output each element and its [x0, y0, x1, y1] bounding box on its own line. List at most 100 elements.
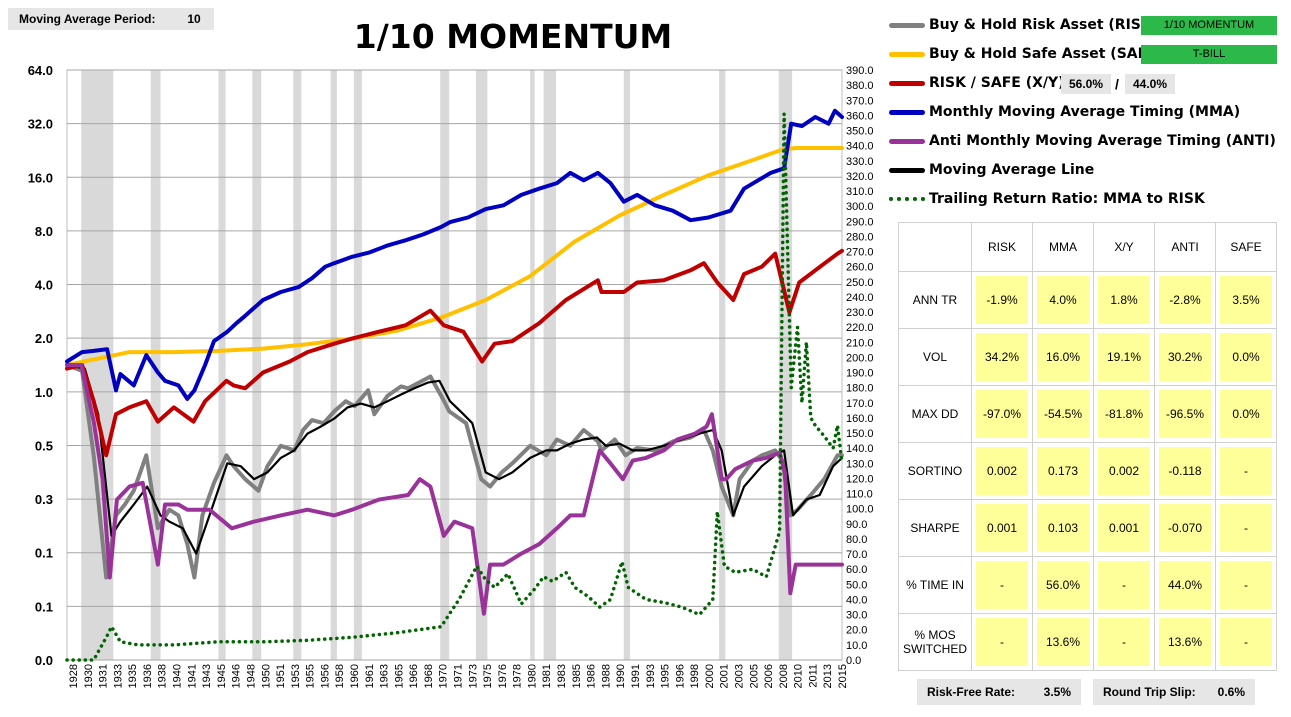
year-tick-label: 2015 [837, 664, 849, 688]
right-tick-label: 370.0 [846, 95, 874, 107]
moving-average-value[interactable]: 10 [187, 12, 201, 26]
ratio-swatch [889, 197, 925, 201]
stats-cell: 0.002 [976, 447, 1028, 495]
series-line-risk_bh [65, 363, 844, 580]
year-tick-label: 2006 [763, 664, 775, 688]
stats-cell: 0.001 [1098, 504, 1150, 552]
safe-pct-value[interactable]: 44.0% [1125, 74, 1175, 94]
mma-swatch [889, 109, 925, 115]
risk-pct-value[interactable]: 56.0% [1061, 74, 1111, 94]
year-tick-label: 1946 [231, 664, 243, 688]
safe-swatch [889, 51, 925, 57]
year-tick-label: 1941 [186, 664, 198, 688]
stats-row-label: ANN TR [898, 271, 972, 329]
round-trip-slip-box: Round Trip Slip: 0.6% [1093, 679, 1255, 705]
year-tick-label: 2000 [704, 664, 716, 688]
year-tick-label: 1956 [319, 664, 331, 688]
year-tick-label: 2008 [778, 664, 790, 688]
year-tick-label: 1950 [260, 664, 272, 688]
right-tick-label: 140.0 [846, 443, 874, 455]
series-line-mma [65, 108, 844, 401]
right-tick-label: 270.0 [846, 247, 874, 259]
stats-table: RISK MMA X/Y ANTI SAFE ANN TR -1.9% 4.0%… [898, 222, 1277, 671]
stats-cell: -97.0% [976, 390, 1028, 438]
stats-cell: 30.2% [1159, 333, 1211, 381]
stats-row: VOL 34.2% 16.0% 19.1% 30.2% 0.0% [898, 328, 1277, 386]
stats-row-label: SORTINO [898, 442, 972, 500]
right-tick-label: 310.0 [846, 186, 874, 198]
stats-header: ANTI [1154, 222, 1216, 272]
year-tick-label: 1931 [98, 664, 110, 688]
momentum-chart: 64.0 32.0 16.0 8.0 4.0 2.0 1.0 0.5 0.3 0.1 0.1 0.0 3… [28, 17, 874, 688]
shaded-period [330, 70, 337, 660]
year-tick-label: 1986 [586, 664, 598, 688]
year-tick-label: 1930 [83, 664, 95, 688]
stats-cell: -0.118 [1159, 447, 1211, 495]
year-tick-label: 1975 [482, 664, 494, 688]
series-line-ma [65, 363, 844, 555]
slip-value[interactable]: 0.6% [1217, 685, 1245, 699]
year-tick-label: 1928 [68, 664, 80, 688]
moving-average-period-box: Moving Average Period: 10 [8, 8, 214, 30]
right-tick-label: 70.0 [846, 549, 867, 561]
chart-title: 1/10 MOMENTUM [354, 17, 672, 56]
stats-cell: 0.001 [976, 504, 1028, 552]
year-tick-label: 1943 [201, 664, 213, 688]
right-tick-label: 220.0 [846, 322, 874, 334]
stats-row: MAX DD -97.0% -54.5% -81.8% -96.5% 0.0% [898, 385, 1277, 443]
right-tick-label: 170.0 [846, 398, 874, 410]
stats-cell: - [1098, 618, 1150, 666]
year-tick-label: 1995 [660, 664, 672, 688]
stats-cell: 56.0% [1037, 561, 1089, 609]
stats-cell: 13.6% [1159, 618, 1211, 666]
shaded-period [719, 70, 726, 660]
left-tick-label: 0.0 [35, 653, 53, 668]
legend-item-mma: Monthly Moving Average Timing (MMA) [889, 99, 1240, 125]
stats-cell: -2.8% [1159, 276, 1211, 324]
risk-swatch [889, 22, 925, 28]
stats-header: MMA [1032, 222, 1094, 272]
right-tick-label: 380.0 [846, 80, 874, 92]
right-tick-label: 100.0 [846, 504, 874, 516]
left-tick-label: 0.1 [35, 599, 53, 614]
legend-label-mma: Monthly Moving Average Timing (MMA) [929, 104, 1241, 120]
risk-free-value[interactable]: 3.5% [1043, 685, 1071, 699]
series-line-xy [65, 248, 844, 458]
stats-cell: 3.5% [1220, 276, 1272, 324]
safe-asset-value[interactable]: T-BILL [1141, 45, 1277, 64]
stats-cell: 16.0% [1037, 333, 1089, 381]
year-tick-label: 1998 [689, 664, 701, 688]
legend-item-safe: Buy & Hold Safe Asset (SAFE): [889, 41, 1169, 67]
risk-asset-value[interactable]: 1/10 MOMENTUM [1141, 16, 1277, 35]
stats-cell: - [1220, 447, 1272, 495]
year-tick-label: 2001 [719, 664, 731, 688]
shaded-period [530, 70, 535, 660]
shaded-period [543, 70, 557, 660]
shaded-period [475, 70, 488, 660]
stats-row: ANN TR -1.9% 4.0% 1.8% -2.8% 3.5% [898, 271, 1277, 329]
shaded-period [293, 70, 302, 660]
year-tick-label: 1981 [541, 664, 553, 688]
right-tick-label: 60.0 [846, 564, 867, 576]
left-tick-label: 4.0 [35, 278, 53, 293]
legend-item-anti: Anti Monthly Moving Average Timing (ANTI… [889, 128, 1276, 154]
legend-label-ratio: Trailing Return Ratio: MMA to RISK [929, 191, 1205, 207]
right-tick-label: 350.0 [846, 126, 874, 138]
ma-swatch [889, 167, 925, 173]
year-tick-label: 2013 [822, 664, 834, 688]
plot-area [66, 69, 843, 661]
right-tick-label: 240.0 [846, 292, 874, 304]
stats-row-label: % TIME IN [898, 556, 972, 614]
right-tick-label: 320.0 [846, 171, 874, 183]
right-tick-label: 200.0 [846, 352, 874, 364]
series-line-anti [65, 363, 844, 616]
stats-row-label: VOL [898, 328, 972, 386]
stats-cell: 34.2% [976, 333, 1028, 381]
right-tick-label: 150.0 [846, 428, 874, 440]
left-tick-label: 32.0 [28, 117, 53, 132]
year-tick-label: 1960 [349, 664, 361, 688]
shaded-period [353, 70, 362, 660]
right-tick-label: 180.0 [846, 383, 874, 395]
risk-free-rate-box: Risk-Free Rate: 3.5% [917, 679, 1081, 705]
year-tick-label: 1966 [408, 664, 420, 688]
